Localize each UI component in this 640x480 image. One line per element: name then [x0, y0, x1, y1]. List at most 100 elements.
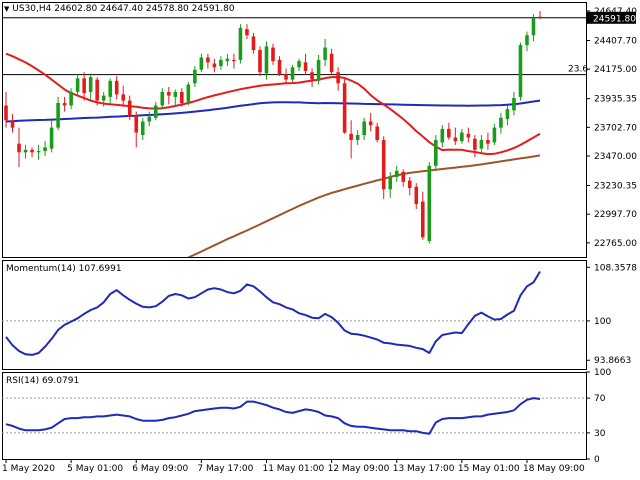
rsi-axis-tick-label: 0 [594, 455, 600, 465]
candle [193, 66, 197, 87]
time-tick-label: 18 May 09:00 [523, 464, 585, 474]
candle [329, 48, 334, 75]
candle-body [460, 132, 464, 142]
candle [499, 112, 503, 134]
collapse-arrow-icon[interactable]: ▼ [4, 5, 10, 13]
candle [473, 135, 477, 158]
candle [310, 68, 314, 87]
candle [49, 120, 54, 153]
candle [167, 87, 171, 105]
candle-body [434, 139, 438, 166]
candle [297, 58, 301, 71]
candle [101, 91, 106, 107]
candle [375, 122, 379, 143]
candle [10, 114, 15, 133]
candle [531, 14, 536, 42]
candle [127, 95, 132, 121]
candle [75, 74, 80, 96]
candle-body [193, 69, 197, 84]
candle-body [199, 57, 204, 70]
candle-body [264, 46, 269, 74]
candle-body [342, 83, 347, 133]
candle-body [407, 180, 412, 189]
candle [56, 96, 60, 131]
candle-body [173, 91, 178, 97]
candle [538, 10, 542, 20]
candle [316, 54, 321, 85]
price-axis-tick-label: 23230.35 [594, 182, 637, 192]
last-price-box [586, 11, 636, 24]
candle [323, 38, 327, 67]
candle [381, 136, 386, 200]
time-tick-label: 13 May 17:00 [393, 464, 455, 474]
candle-body [329, 53, 334, 73]
candle [199, 53, 204, 73]
candle-body [101, 95, 106, 101]
candle-body [69, 91, 73, 106]
candle [401, 169, 406, 187]
candle [147, 111, 152, 127]
candle [368, 112, 373, 132]
candle-body [505, 109, 510, 120]
candle-body [336, 72, 340, 84]
time-axis: 1 May 2020 5 May 01:00 6 May 09:00 7 May 17… [2, 459, 585, 474]
candle-body [258, 50, 262, 73]
candle-body [121, 94, 126, 101]
time-tick-label: 7 May 17:00 [197, 464, 253, 474]
candle [407, 176, 412, 196]
candle-body [225, 58, 230, 62]
candle-body [512, 98, 516, 111]
candle [427, 162, 432, 244]
candle-body [447, 128, 451, 138]
candle-body [401, 172, 406, 182]
time-tick-label: 1 May 2020 [2, 464, 55, 474]
candle-body [23, 149, 28, 153]
candle [271, 43, 275, 65]
candle-body [290, 67, 295, 80]
sma-mid-line [5, 99, 541, 123]
candle-body [355, 135, 360, 140]
candle [420, 191, 425, 240]
rsi-axis-tick-label: 30 [594, 429, 606, 439]
candle [245, 24, 249, 39]
candle [336, 67, 340, 91]
candle-body [525, 35, 529, 46]
time-tick-label: 11 May 01:00 [262, 464, 324, 474]
candle-body [95, 79, 99, 101]
candle-body [479, 139, 484, 149]
candle [434, 135, 438, 170]
candle-body [88, 77, 93, 92]
candle [251, 32, 256, 54]
rsi-axis-tick-label: 70 [594, 394, 606, 404]
candle [82, 72, 86, 101]
candle [355, 130, 360, 145]
candle-body [368, 121, 373, 126]
candle-body [473, 138, 477, 150]
candle [140, 117, 145, 140]
candle-body [271, 47, 275, 62]
rsi-panel: 100 70 30 0 RSI(14) 69.0791 [2, 368, 611, 465]
candle-body [206, 57, 210, 63]
candle [466, 127, 471, 143]
candle [303, 53, 308, 75]
momentum-title: Momentum(14) 107.6991 [6, 264, 122, 274]
candle-body [310, 72, 314, 80]
candle-body [134, 115, 139, 133]
candle [186, 82, 191, 106]
candle [362, 117, 366, 140]
candle [447, 122, 451, 140]
candle [30, 147, 34, 158]
candle [505, 105, 510, 126]
candle [277, 56, 282, 76]
candle-body [43, 147, 47, 152]
candle [43, 141, 47, 156]
candle [264, 41, 269, 80]
candle-body [394, 170, 399, 177]
candle [460, 128, 464, 144]
candles [4, 10, 542, 244]
candle [342, 78, 347, 134]
candle [88, 73, 93, 100]
candle [62, 96, 67, 112]
rsi-title: RSI(14) 69.0791 [6, 376, 79, 386]
